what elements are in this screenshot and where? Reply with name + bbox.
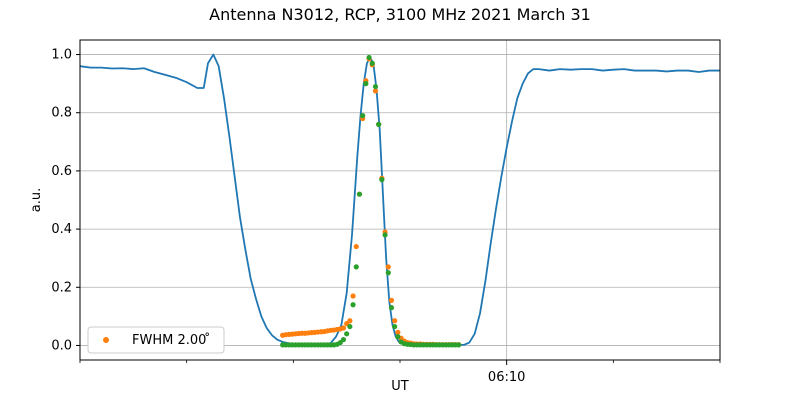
scatter-point [353,243,359,250]
legend-marker [103,337,109,343]
scatter-point [388,297,395,303]
scatter-point [363,81,369,87]
legend: FWHM 2.00 ̊ [87,326,225,354]
scatter-point [350,293,356,299]
y-tick-label: 0.6 [51,164,72,179]
x-tick-label: 06:10 [488,370,525,385]
series-line [79,53,720,346]
scatter-point [353,264,359,270]
y-tick-label: 0.4 [51,222,72,237]
scatter-point [395,334,401,340]
x-axis-label: UT [391,379,409,394]
scatter-point [344,331,350,337]
scatter-point [360,113,366,119]
scatter-point [382,232,388,238]
scatter-point [392,318,398,324]
scatter-point [340,325,347,331]
y-tick-label: 0.8 [51,106,72,121]
scatter-point [379,177,385,183]
scatter-point [385,264,391,270]
legend-box [87,326,225,354]
chart-title: Antenna N3012, RCP, 3100 MHz 2021 March … [209,5,591,24]
scatter-point [356,191,363,197]
scatter-point [347,323,353,330]
scatter-point [385,270,391,276]
y-axis-label: a.u. [29,188,44,212]
scatter-point [395,329,401,335]
axes-frame [79,39,721,361]
scatter-point [372,83,379,90]
y-tick-label: 0.2 [51,280,72,295]
scatter-point [350,302,356,308]
scatter-point [388,305,395,311]
y-tick-label: 0.0 [51,338,72,353]
scatter-point [456,342,462,348]
scatter-point [376,121,382,127]
scatter-point [347,318,353,324]
scatter-point [372,88,379,94]
legend-label: FWHM 2.00 ̊ [132,332,211,348]
scatter-point [366,54,372,61]
plot-area: 0.0 0.2 0.4 0.6 0.8 1.0 06:10 [51,39,721,385]
scatter-point [392,323,398,330]
scatter-point [369,60,375,66]
scatter-point [340,337,347,343]
y-tick-label: 1.0 [51,48,72,63]
